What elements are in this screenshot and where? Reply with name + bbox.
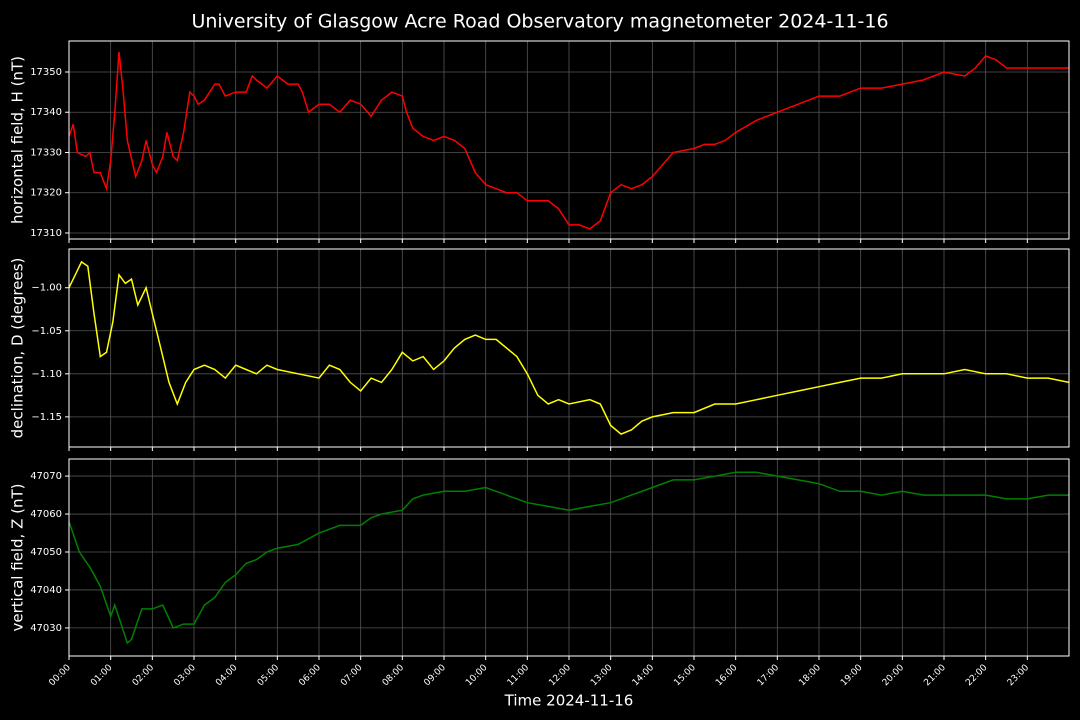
x-axis-label: Time 2024-11-16 (504, 692, 634, 710)
y-tick-label: 17320 (30, 188, 62, 199)
data-line (69, 471, 1069, 645)
y-tick-label: −1.00 (31, 283, 62, 294)
y-tick-label: 17350 (30, 67, 62, 78)
y-tick-label: 47050 (30, 547, 62, 558)
y-tick-label: 17310 (30, 228, 62, 239)
y-tick-label: 47040 (30, 585, 62, 596)
y-axis-label: declination, D (degrees) (9, 258, 27, 439)
data-line (69, 260, 1069, 435)
y-tick-label: −1.05 (31, 326, 62, 337)
y-axis-label: horizontal field, H (nT) (9, 56, 27, 224)
axes-frame (68, 458, 1070, 657)
y-tick-label: −1.10 (31, 369, 62, 380)
axes-frame (68, 40, 1070, 240)
figure-title: University of Glasgow Acre Road Observat… (191, 11, 888, 33)
data-line (69, 51, 1069, 230)
y-tick-label: 17330 (30, 147, 62, 158)
axes-frame (68, 248, 1070, 448)
y-tick-label: 47030 (30, 623, 62, 634)
y-axis-label: vertical field, Z (nT) (9, 483, 27, 631)
y-tick-label: 17340 (30, 107, 62, 118)
y-tick-label: 47070 (30, 471, 62, 482)
y-tick-label: 47060 (30, 509, 62, 520)
y-tick-label: −1.15 (31, 412, 62, 423)
